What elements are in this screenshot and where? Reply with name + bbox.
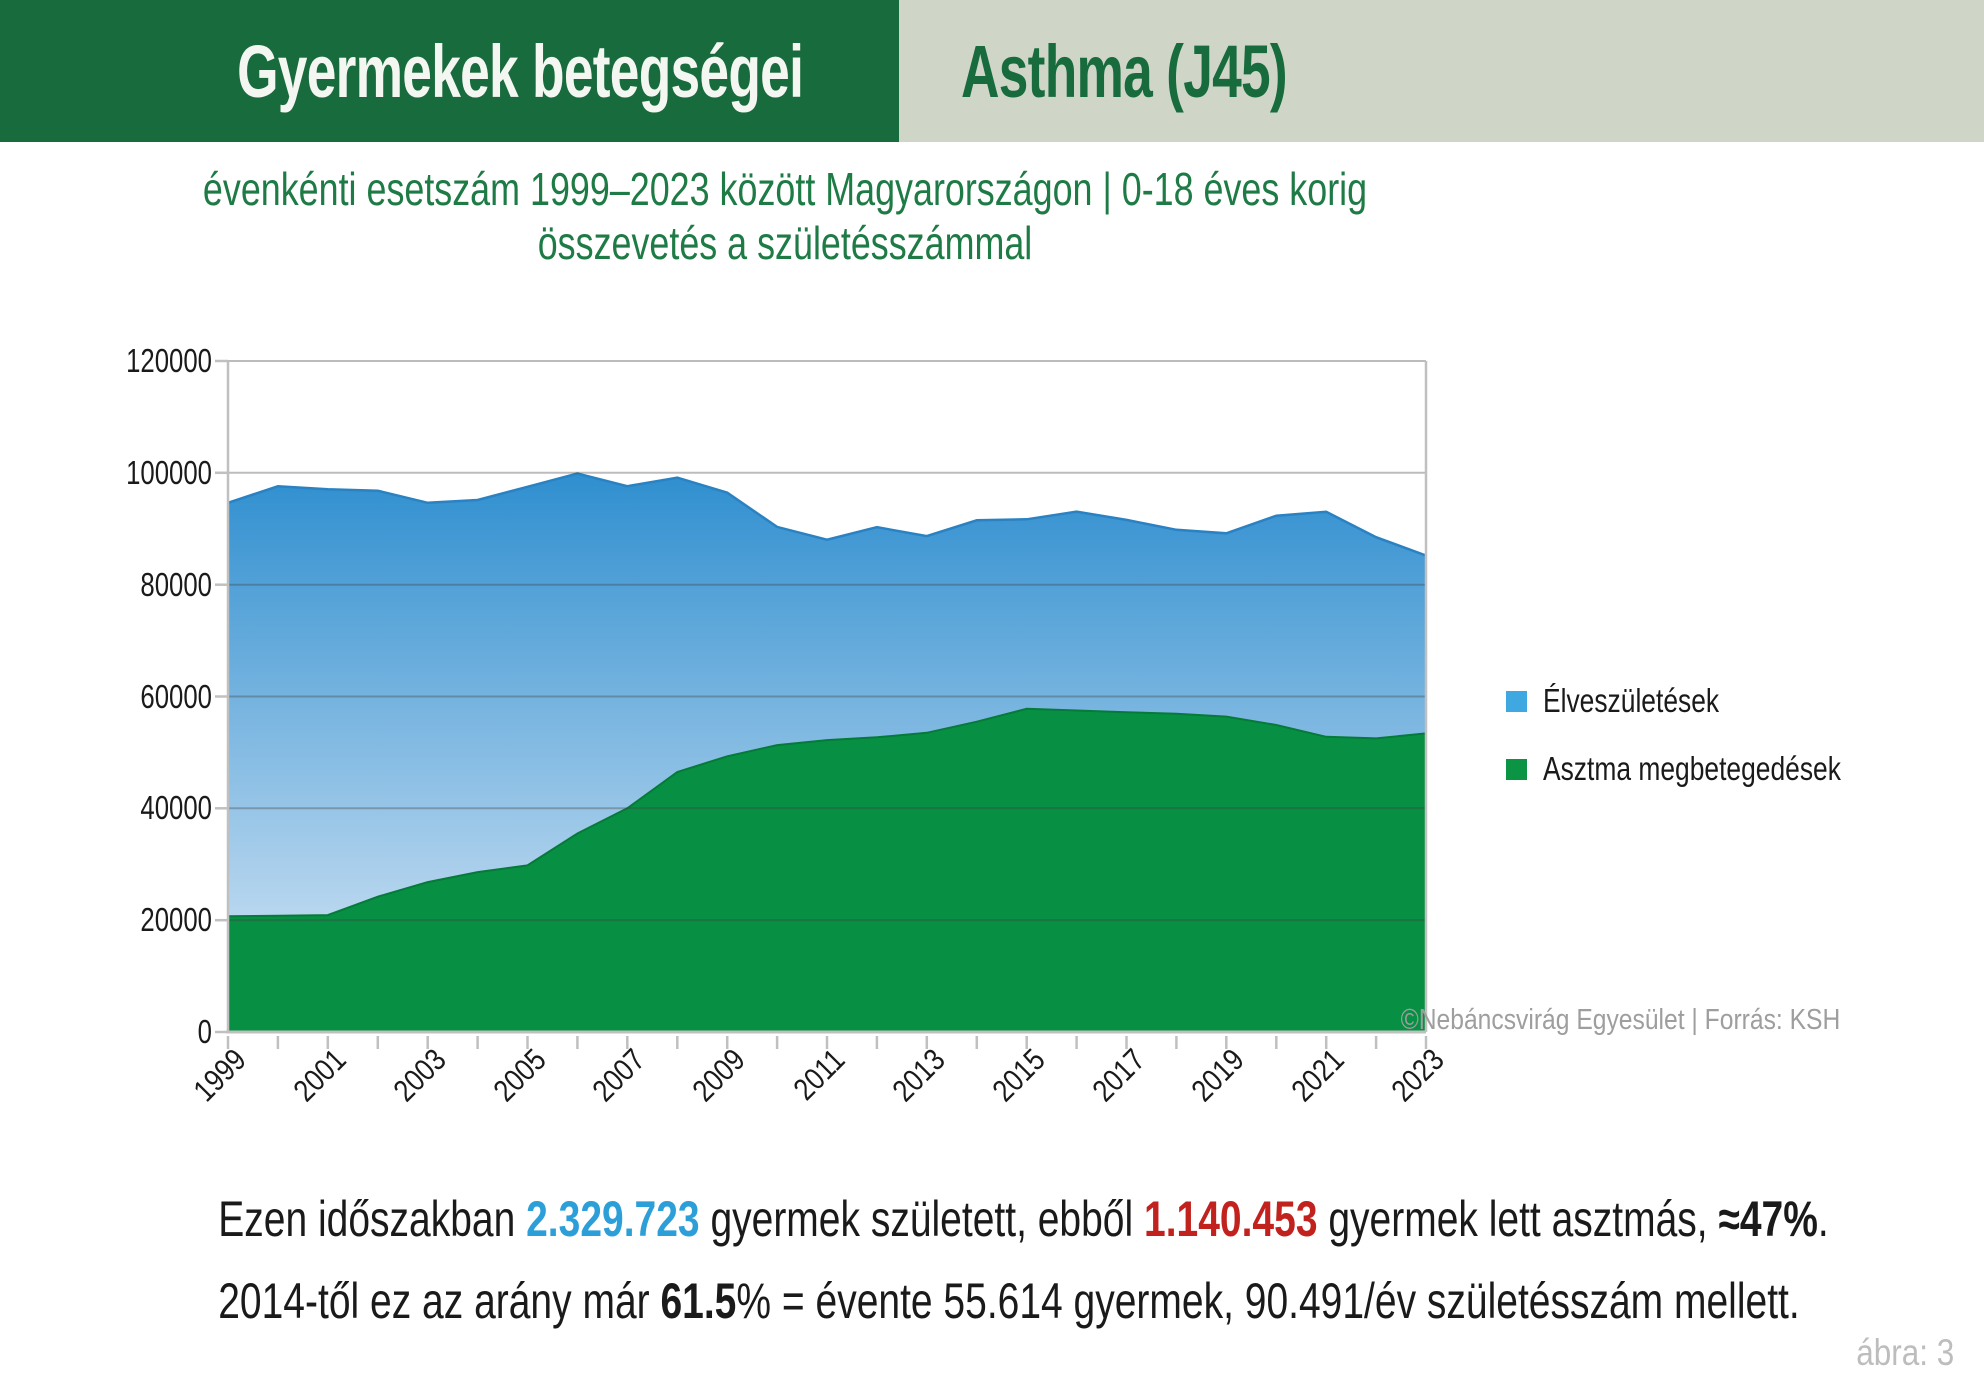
summary-segment: 1.140.453 xyxy=(1144,1191,1318,1247)
summary-segment: 61.5 xyxy=(660,1273,737,1329)
legend-swatch-icon xyxy=(1506,758,1527,780)
area-chart xyxy=(215,359,1428,1049)
source-note: ©Nebáncsvirág Egyesület | Forrás: KSH xyxy=(1400,1004,1840,1036)
y-axis-label: 80000 xyxy=(140,565,212,603)
asthma-area xyxy=(228,708,1426,1032)
figure-number: ábra: 3 xyxy=(1856,1332,1954,1373)
y-axis-label: 60000 xyxy=(140,677,212,715)
chart-subtitle: évenkénti esetszám 1999–2023 között Magy… xyxy=(0,162,1570,270)
legend-label: Élveszületések xyxy=(1543,682,1720,719)
y-axis-label: 120000 xyxy=(126,342,212,379)
summary-segment: . xyxy=(1817,1191,1829,1247)
legend-item: Asztma megbetegedések xyxy=(1506,750,1915,788)
page-title: Gyermekek betegségei xyxy=(237,29,804,113)
header: Gyermekek betegségei Asthma (J45) xyxy=(0,0,1984,142)
summary-segment: Ezen időszakban xyxy=(218,1191,527,1247)
header-right-band: Asthma (J45) xyxy=(899,0,1984,142)
summary-line-2: 2014-től ez az arány már 61.5% = évente … xyxy=(218,1272,1799,1330)
header-left-band: Gyermekek betegségei xyxy=(0,0,899,142)
summary-segment: gyermek született, ebből xyxy=(699,1191,1145,1247)
births-area-edge xyxy=(227,472,1427,557)
chart-subtitle-line2: összevetés a születésszámmal xyxy=(537,217,1033,269)
summary-segment: gyermek lett asztmás, xyxy=(1317,1191,1719,1247)
y-axis-label: 0 xyxy=(197,1013,212,1050)
chart-legend: Élveszületések Asztma megbetegedések xyxy=(1506,682,1915,818)
summary-segment: 2.329.723 xyxy=(526,1191,700,1247)
summary-segment: % = évente 55.614 gyermek, 90.491/év szü… xyxy=(736,1273,1800,1329)
y-axis-label: 20000 xyxy=(140,901,212,939)
asthma-area-edge xyxy=(227,707,1427,918)
y-axis-label: 100000 xyxy=(126,453,212,491)
legend-swatch-icon xyxy=(1506,690,1527,712)
legend-label: Asztma megbetegedések xyxy=(1543,750,1841,787)
y-axis-label: 40000 xyxy=(140,789,212,827)
legend-item: Élveszületések xyxy=(1506,682,1915,720)
summary-segment: 2014-től ez az arány már xyxy=(218,1273,661,1329)
summary-segment: ≈47% xyxy=(1718,1191,1818,1247)
summary-line-1: Ezen időszakban 2.329.723 gyermek szület… xyxy=(218,1190,1829,1248)
header-topic-title: Asthma (J45) xyxy=(961,29,1288,113)
chart-subtitle-line1: évenkénti esetszám 1999–2023 között Magy… xyxy=(202,163,1368,215)
